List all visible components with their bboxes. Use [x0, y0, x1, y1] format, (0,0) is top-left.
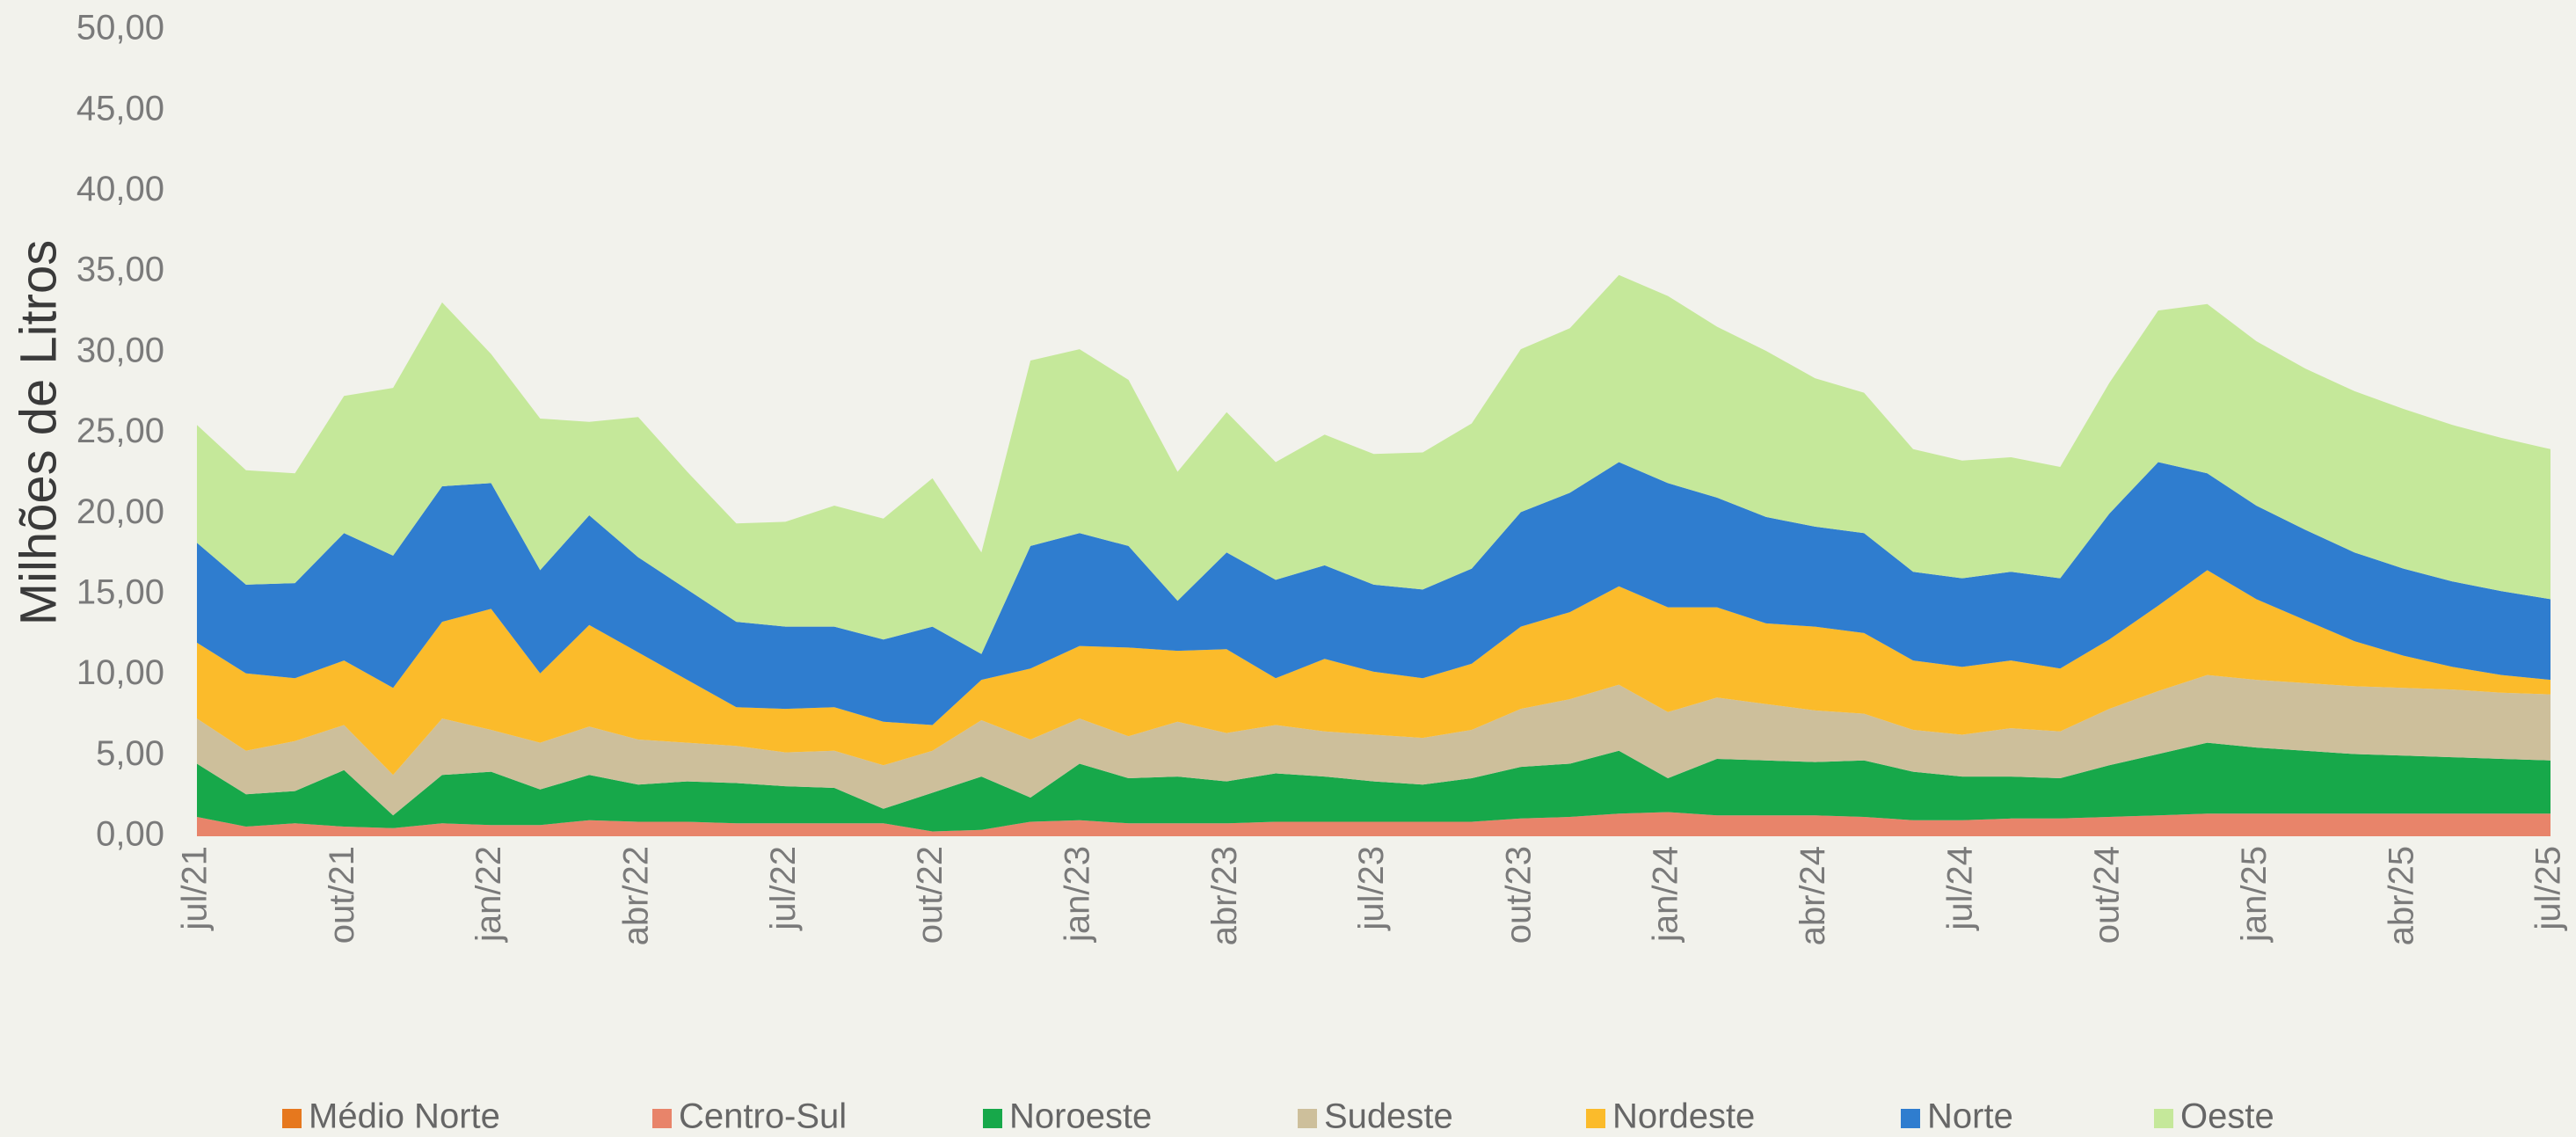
x-tick-label: abr/25	[2382, 846, 2420, 945]
area	[197, 812, 2551, 836]
legend-swatch	[1586, 1109, 1605, 1128]
x-tick-label: jul/24	[1940, 846, 1979, 931]
area	[197, 462, 2551, 725]
legend-swatch	[282, 1109, 302, 1128]
x-tick-label: jan/22	[469, 846, 508, 943]
legend-label: Oeste	[2180, 1097, 2274, 1136]
legend-label: Sudeste	[1324, 1097, 1453, 1136]
legend-label: Médio Norte	[309, 1097, 500, 1136]
x-tick-label: jul/22	[764, 846, 803, 931]
x-tick-label: jan/25	[2235, 846, 2274, 943]
y-tick-label: 45,00	[76, 89, 164, 128]
x-tick-label: jan/24	[1647, 846, 1685, 943]
legend-swatch	[652, 1109, 672, 1128]
x-tick-label: out/24	[2088, 846, 2127, 944]
y-axis-title: Milhões de Litros	[10, 240, 67, 625]
y-tick-label: 10,00	[76, 653, 164, 692]
x-tick-label: abr/24	[1794, 846, 1832, 945]
legend-label: Nordeste	[1612, 1097, 1755, 1136]
y-tick-label: 40,00	[76, 170, 164, 208]
legend-label: Norte	[1927, 1097, 2013, 1136]
x-tick-label: abr/22	[617, 846, 656, 945]
x-tick-label: out/21	[323, 846, 361, 944]
area	[197, 570, 2551, 776]
area	[197, 674, 2551, 816]
y-tick-label: 15,00	[76, 572, 164, 611]
area	[197, 274, 2551, 654]
x-tick-label: jan/23	[1058, 846, 1096, 943]
area	[197, 742, 2551, 832]
y-tick-label: 35,00	[76, 251, 164, 289]
x-tick-label: jul/21	[176, 846, 215, 931]
legend-swatch	[983, 1109, 1002, 1128]
x-tick-label: jul/23	[1352, 846, 1391, 931]
x-tick-label: out/22	[911, 846, 950, 944]
y-tick-label: 30,00	[76, 331, 164, 369]
legend-label: Centro-Sul	[679, 1097, 847, 1136]
legend-label: Noroeste	[1009, 1097, 1152, 1136]
x-tick-label: jul/25	[2529, 846, 2568, 931]
y-tick-label: 0,00	[96, 815, 164, 854]
y-tick-label: 25,00	[76, 412, 164, 450]
x-tick-label: out/23	[1499, 846, 1538, 944]
y-tick-label: 20,00	[76, 492, 164, 531]
legend-swatch	[1298, 1109, 1317, 1128]
legend-swatch	[2154, 1109, 2173, 1128]
y-tick-label: 5,00	[96, 734, 164, 773]
x-tick-label: abr/23	[1205, 846, 1244, 945]
legend-swatch	[1901, 1109, 1920, 1128]
y-tick-label: 50,00	[76, 9, 164, 47]
